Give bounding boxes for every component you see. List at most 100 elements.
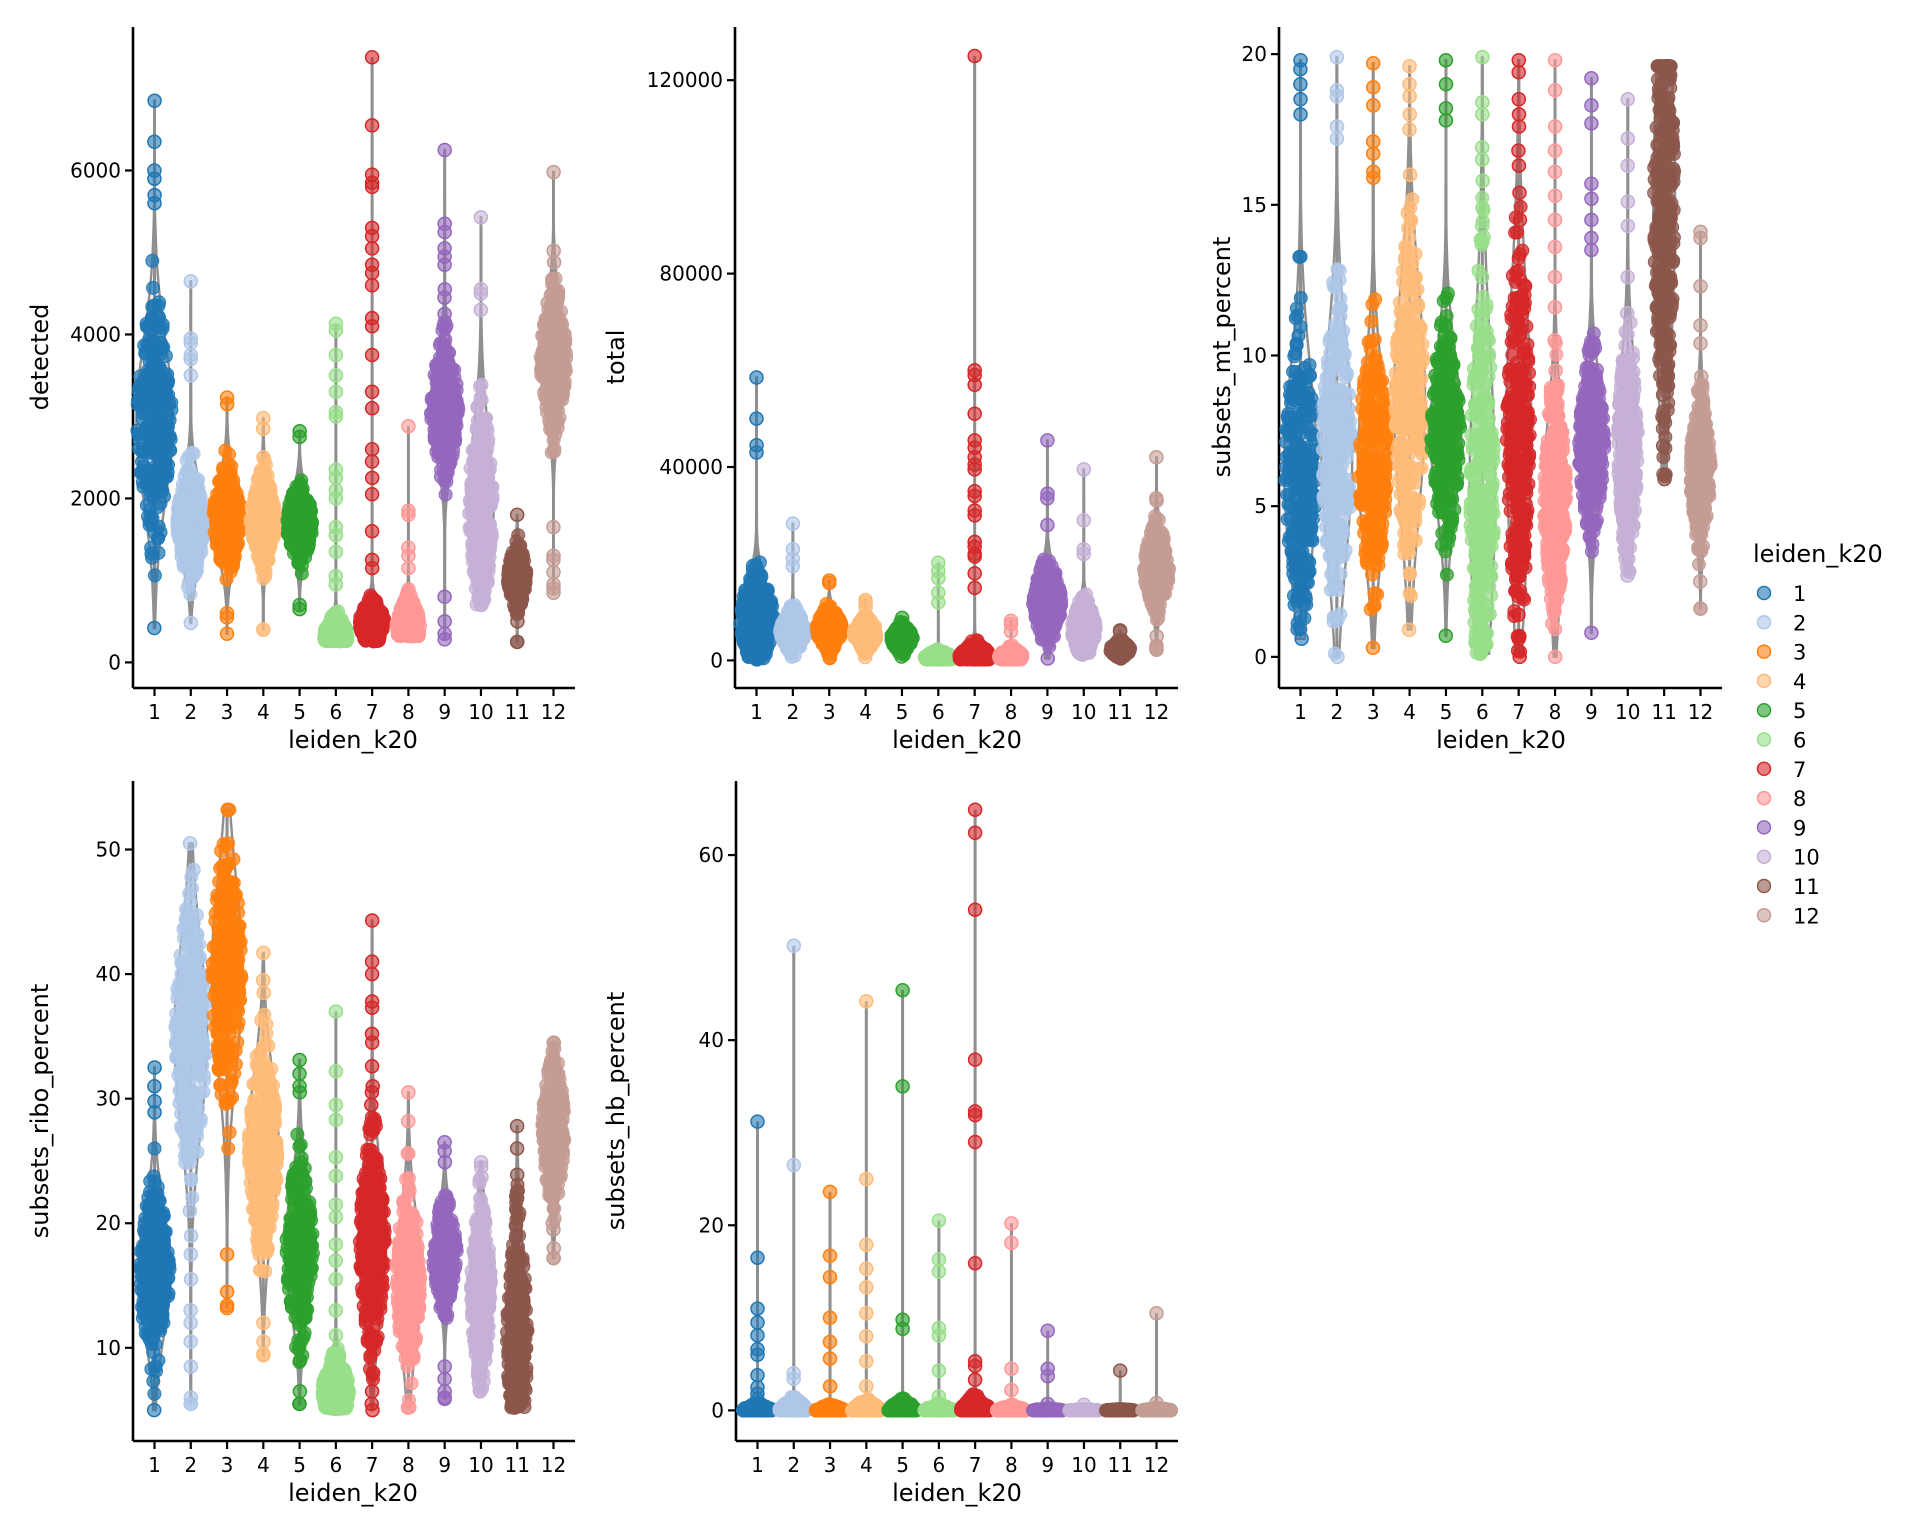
data-point <box>758 588 771 601</box>
x-tick-label: 9 <box>438 700 451 724</box>
data-point <box>546 402 559 415</box>
data-point <box>257 451 270 464</box>
data-point <box>230 497 243 510</box>
data-point <box>859 594 872 607</box>
data-point <box>147 281 160 294</box>
y-tick-label: 120000 <box>647 68 723 92</box>
data-point <box>547 166 560 179</box>
data-point <box>474 303 487 316</box>
data-point <box>548 256 561 269</box>
x-tick-label: 11 <box>505 700 530 724</box>
data-point <box>514 582 527 595</box>
data-point <box>405 605 418 618</box>
swarm-points <box>425 319 465 501</box>
data-point <box>438 258 451 271</box>
x-tick-label: 1 <box>750 700 763 724</box>
data-point <box>438 340 451 353</box>
data-point <box>252 538 265 551</box>
data-point <box>250 526 263 539</box>
data-point <box>511 508 524 521</box>
data-point <box>366 320 379 333</box>
x-tick-label: 3 <box>823 700 836 724</box>
data-point <box>223 448 236 461</box>
data-point <box>932 556 945 569</box>
data-point <box>750 653 763 666</box>
data-point <box>439 488 452 501</box>
data-point <box>366 267 379 280</box>
swarm-points <box>207 444 247 586</box>
data-point <box>476 531 489 544</box>
data-point <box>157 377 170 390</box>
data-point <box>739 591 752 604</box>
violin-cluster-11 <box>502 508 533 648</box>
data-point <box>549 428 562 441</box>
swarm-points <box>171 446 211 601</box>
data-point <box>750 412 763 425</box>
data-point <box>145 481 158 494</box>
data-point <box>178 537 191 550</box>
data-point <box>832 611 845 624</box>
data-point <box>402 549 415 562</box>
data-point <box>254 466 267 479</box>
data-point <box>547 586 560 599</box>
x-tick-label: 10 <box>1071 700 1096 724</box>
y-tick-label: 0 <box>108 650 121 674</box>
data-point <box>402 508 415 521</box>
data-point <box>932 572 945 585</box>
data-point <box>152 546 165 559</box>
data-point <box>172 514 185 527</box>
data-point <box>748 577 761 590</box>
data-point <box>146 512 159 525</box>
y-tick-label: 4000 <box>70 322 121 346</box>
data-point <box>476 503 489 516</box>
x-tick-label: 1 <box>148 700 161 724</box>
x-tick-label: 5 <box>293 700 306 724</box>
data-point <box>329 471 342 484</box>
x-tick-label: 3 <box>221 700 234 724</box>
data-point <box>366 443 379 456</box>
x-tick-label: 7 <box>968 700 981 724</box>
violin-cluster-5 <box>885 611 919 663</box>
violin-cluster-4 <box>244 412 282 636</box>
data-point <box>152 394 165 407</box>
data-point <box>140 385 153 398</box>
y-tick-label: 2000 <box>70 486 121 510</box>
data-point <box>257 623 270 636</box>
violin-cluster-5 <box>281 425 319 616</box>
data-point <box>362 620 375 633</box>
data-point <box>548 443 561 456</box>
data-point <box>547 553 560 566</box>
data-point <box>286 523 299 536</box>
data-point <box>151 407 164 420</box>
data-point <box>477 437 490 450</box>
x-tick-label: 10 <box>468 700 493 724</box>
x-tick-label: 9 <box>1041 700 1054 724</box>
data-point <box>438 615 451 628</box>
data-point <box>786 517 799 530</box>
data-point <box>438 144 451 157</box>
data-point <box>427 394 440 407</box>
y-axis-label: total <box>602 330 630 385</box>
data-point <box>857 631 870 644</box>
data-point <box>785 650 798 663</box>
swarm-points <box>244 454 282 586</box>
violin-cluster-3 <box>810 574 848 664</box>
data-point <box>158 466 171 479</box>
data-point <box>548 304 561 317</box>
data-point <box>896 611 909 624</box>
x-tick-label: 2 <box>786 700 799 724</box>
data-point <box>133 442 146 455</box>
data-point <box>329 349 342 362</box>
swarm-points <box>734 556 780 666</box>
data-point <box>329 369 342 382</box>
data-point <box>295 567 308 580</box>
data-point <box>538 386 551 399</box>
data-point <box>148 622 161 635</box>
outlier-points <box>329 317 346 647</box>
data-point <box>131 398 144 411</box>
data-point <box>438 226 451 239</box>
data-point <box>440 469 453 482</box>
x-tick-label: 6 <box>329 700 342 724</box>
data-point <box>932 596 945 609</box>
data-point <box>438 316 451 329</box>
